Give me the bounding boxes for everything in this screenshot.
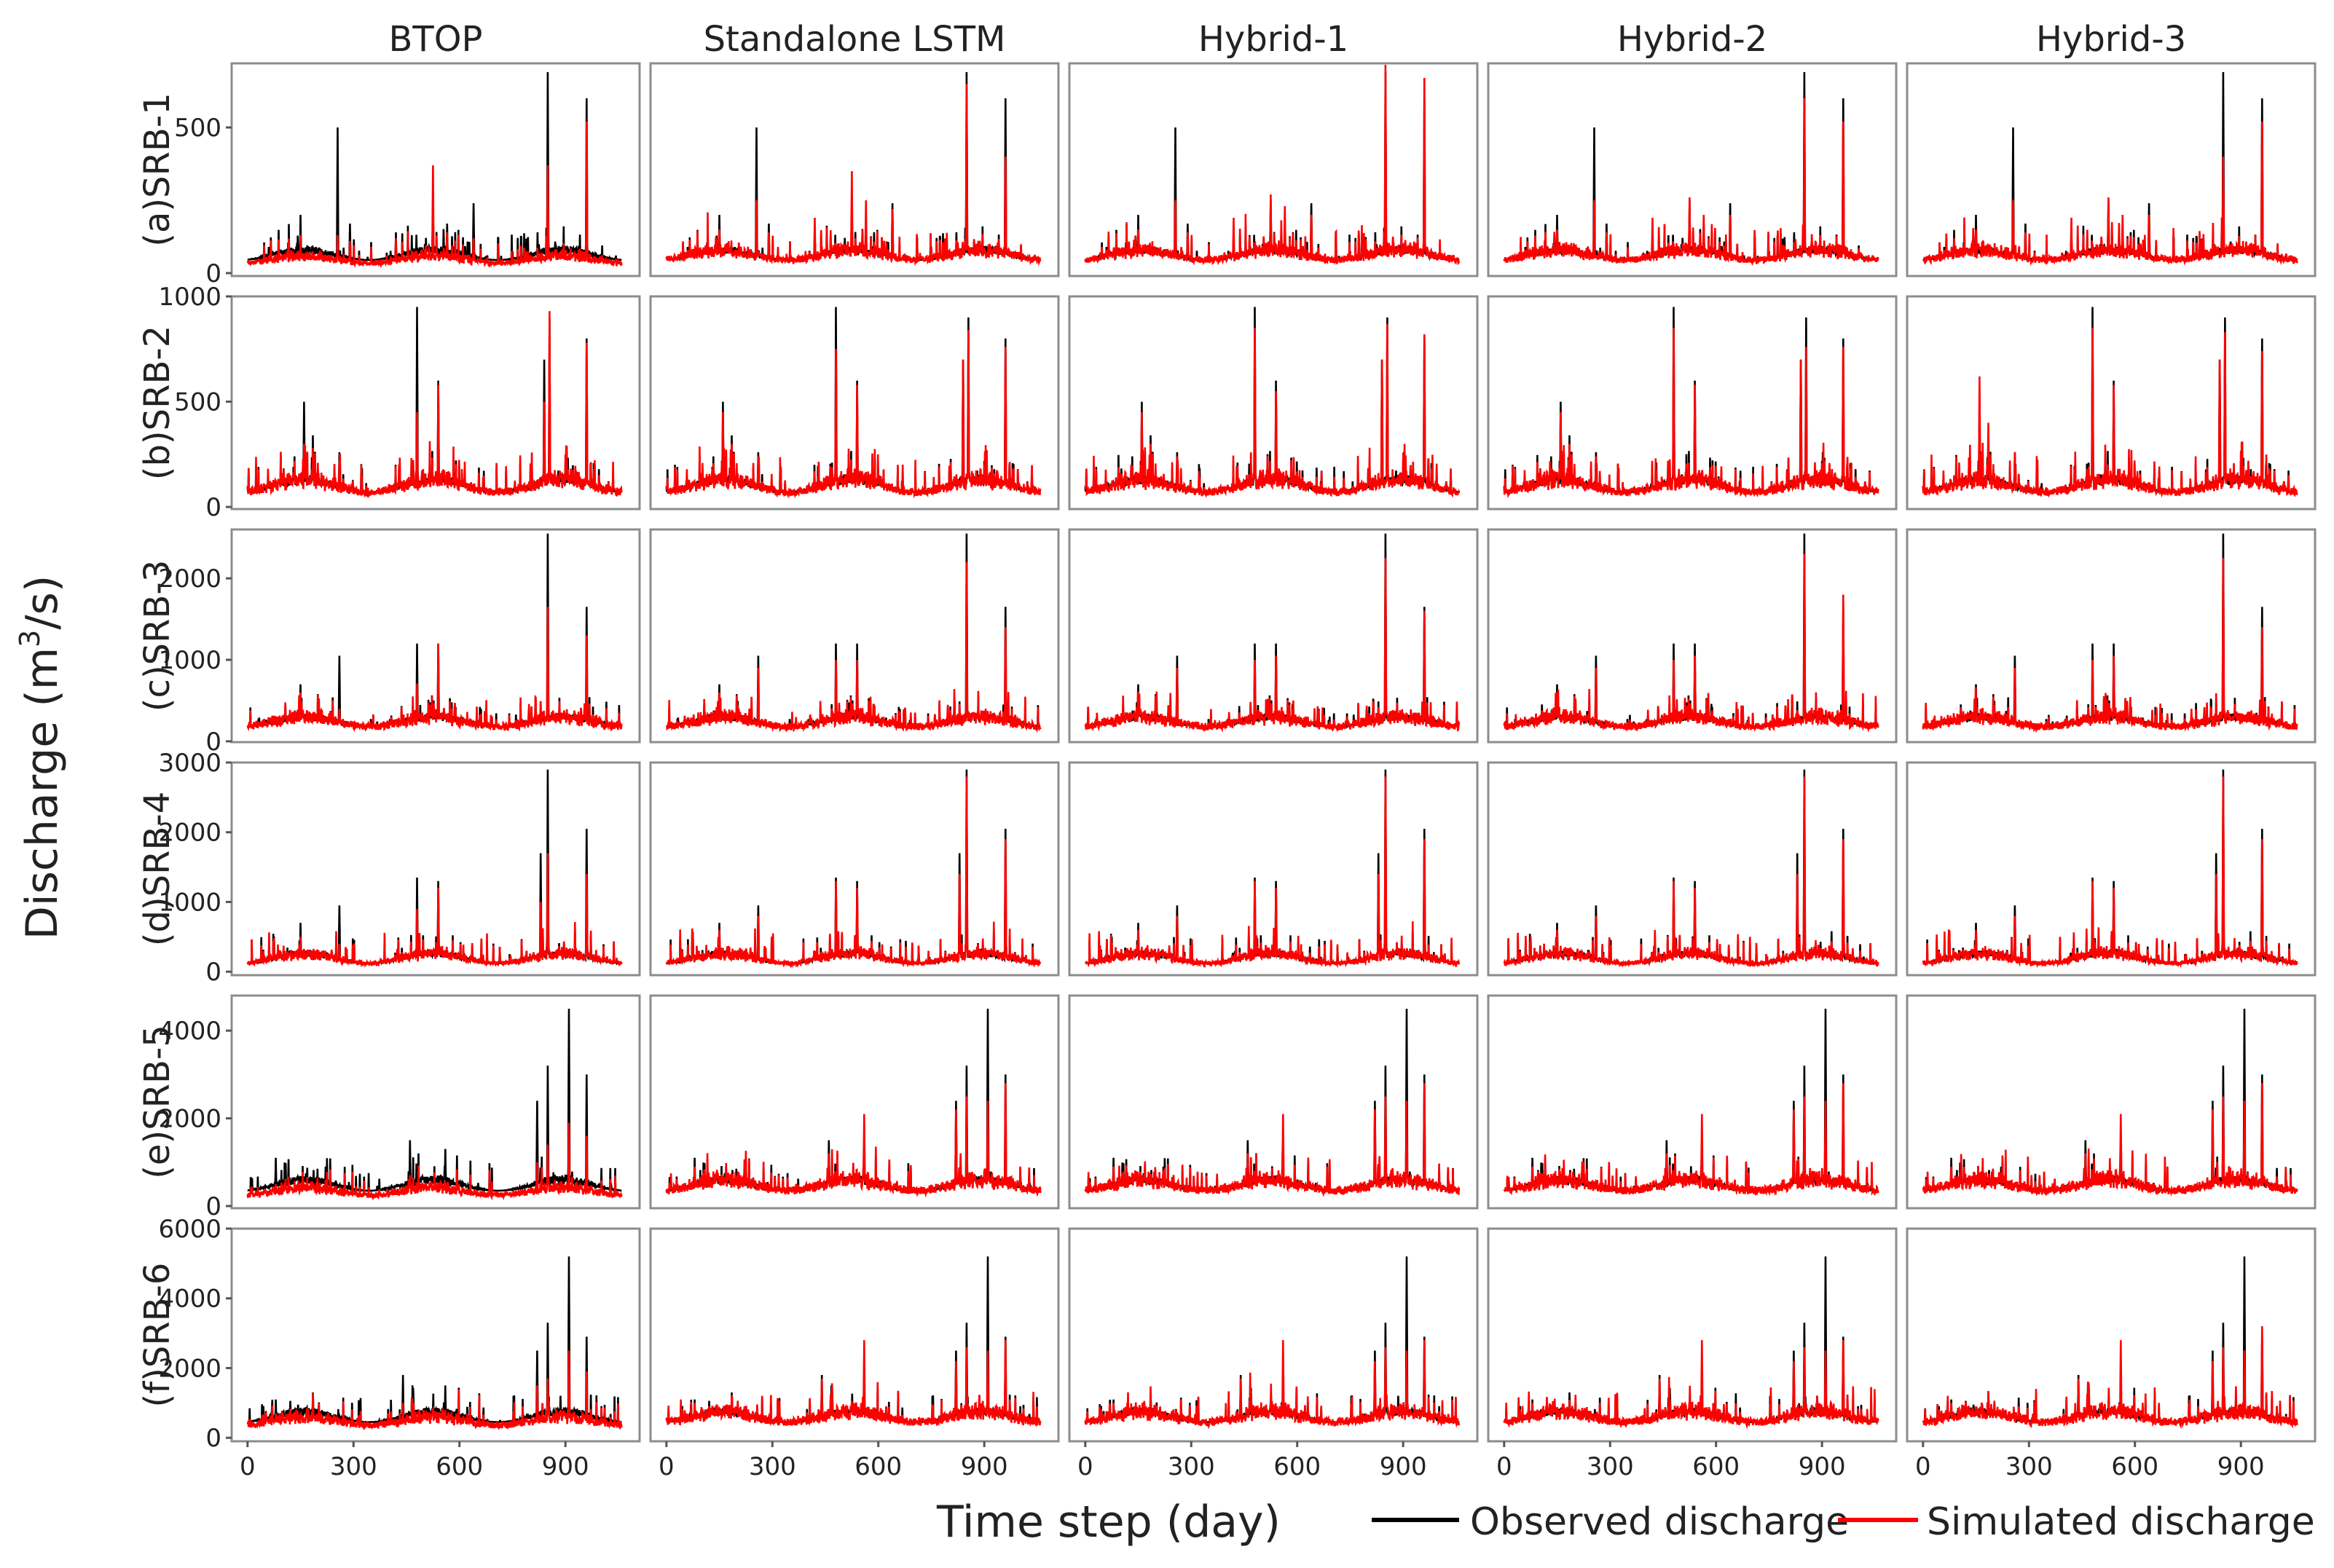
x-tick-label: 600 xyxy=(1273,1452,1321,1481)
row-label: (d)SRB-4 xyxy=(137,792,178,947)
row-label: (e)SRB-5 xyxy=(137,1025,178,1179)
simulated-discharge-line xyxy=(1503,98,1879,267)
simulated-discharge-line xyxy=(246,1350,623,1431)
y-tick-label: 4000 xyxy=(158,1017,221,1046)
column-title: Standalone LSTM xyxy=(704,19,1006,60)
y-tick-label: 2000 xyxy=(158,564,221,594)
x-tick-label: 600 xyxy=(2111,1452,2158,1481)
x-tick-label: 300 xyxy=(330,1452,377,1481)
simulated-discharge-line xyxy=(1084,65,1461,266)
y-tick-label: 500 xyxy=(174,388,221,417)
y-tick-label: 6000 xyxy=(158,1215,221,1244)
simulated-discharge-line xyxy=(246,607,623,733)
y-tick-label: 0 xyxy=(205,259,221,288)
legend: Observed discharge Simulated discharge xyxy=(1372,1500,2315,1544)
x-tick-label: 0 xyxy=(659,1452,675,1481)
simulated-discharge-line xyxy=(246,121,623,269)
y-tick-label: 500 xyxy=(174,114,221,143)
simulated-discharge-line xyxy=(665,1083,1042,1198)
row-label: (f)SRB-6 xyxy=(137,1263,178,1408)
simulated-discharge-line xyxy=(1503,776,1879,968)
x-tick-label: 300 xyxy=(2005,1452,2053,1481)
y-axis-label: Discharge (m3/s) xyxy=(14,575,68,940)
simulated-discharge-line xyxy=(665,776,1042,969)
simulated-discharge-line xyxy=(1084,323,1461,498)
simulated-discharge-line xyxy=(1922,121,2298,267)
panel-frame xyxy=(1068,528,1479,744)
y-tick-label: 1000 xyxy=(158,646,221,675)
y-tick-label: 2000 xyxy=(158,1354,221,1383)
simulated-discharge-line xyxy=(1922,328,2298,498)
simulated-discharge-line xyxy=(246,853,623,968)
row-label: (b)SRB-2 xyxy=(137,326,178,481)
y-tick-label: 0 xyxy=(205,1192,221,1221)
simulated-discharge-line xyxy=(1084,558,1461,733)
x-tick-label: 300 xyxy=(1168,1452,1215,1481)
simulated-discharge-line xyxy=(1084,1083,1461,1198)
x-tick-label: 600 xyxy=(854,1452,902,1481)
x-tick-label: 0 xyxy=(1496,1452,1512,1481)
simulated-discharge-line xyxy=(246,1122,623,1201)
simulated-discharge-line xyxy=(665,1340,1042,1427)
simulated-discharge-line xyxy=(1085,776,1461,969)
simulated-discharge-line xyxy=(1503,1083,1879,1197)
x-tick-label: 600 xyxy=(1692,1452,1740,1481)
x-tick-label: 900 xyxy=(961,1452,1008,1481)
observed-discharge-line xyxy=(247,71,622,263)
x-tick-label: 600 xyxy=(436,1452,483,1481)
simulated-discharge-line xyxy=(1503,553,1879,733)
column-title: Hybrid-2 xyxy=(1617,19,1767,60)
simulated-discharge-line xyxy=(665,83,1042,267)
y-tick-label: 0 xyxy=(205,1424,221,1453)
x-tick-label: 300 xyxy=(749,1452,796,1481)
simulated-discharge-line xyxy=(1503,328,1879,499)
row-label: (a)SRB-1 xyxy=(137,92,178,246)
simulated-discharge-line xyxy=(665,330,1042,499)
simulated-discharge-line xyxy=(1922,776,2298,969)
y-tick-label: 3000 xyxy=(158,749,221,778)
panel-frame xyxy=(230,1227,641,1443)
simulated-discharge-line xyxy=(666,562,1042,733)
simulated-discharge-line xyxy=(1084,1340,1461,1430)
legend-observed-label: Observed discharge xyxy=(1470,1500,1849,1544)
y-tick-label: 4000 xyxy=(158,1285,221,1314)
simulated-discharge-line xyxy=(1503,1340,1879,1430)
x-tick-label: 900 xyxy=(1380,1452,1427,1481)
x-tick-label: 0 xyxy=(1915,1452,1931,1481)
y-tick-label: 1000 xyxy=(158,888,221,917)
x-tick-label: 900 xyxy=(1799,1452,1846,1481)
legend-simulated-label: Simulated discharge xyxy=(1927,1500,2315,1544)
column-title: Hybrid-3 xyxy=(2036,19,2186,60)
row-label: (c)SRB-3 xyxy=(137,560,178,712)
x-axis-label: Time step (day) xyxy=(936,1497,1281,1548)
x-tick-label: 900 xyxy=(2217,1452,2265,1481)
simulated-discharge-line xyxy=(246,311,623,499)
panel-frame xyxy=(230,994,641,1210)
column-title: Hybrid-1 xyxy=(1198,19,1348,60)
y-tick-label: 0 xyxy=(205,958,221,987)
panel-grid: BTOP Standalone LSTM Hybrid-1 Hybrid-2 Hybri… xyxy=(137,19,2317,1481)
column-title: BTOP xyxy=(389,19,483,60)
x-tick-label: 900 xyxy=(542,1452,589,1481)
simulated-discharge-line xyxy=(1922,1083,2298,1197)
simulated-discharge-line xyxy=(1922,558,2298,733)
y-tick-label: 2000 xyxy=(158,819,221,848)
x-tick-label: 0 xyxy=(240,1452,256,1481)
y-tick-label: 1000 xyxy=(158,283,221,312)
y-tick-label: 2000 xyxy=(158,1105,221,1134)
simulated-discharge-line xyxy=(1922,1325,2298,1430)
y-tick-label: 0 xyxy=(205,493,221,522)
x-tick-label: 0 xyxy=(1077,1452,1093,1481)
panel-frame xyxy=(1906,1227,2317,1443)
y-tick-label: 0 xyxy=(205,728,221,757)
x-tick-label: 300 xyxy=(1587,1452,1634,1481)
